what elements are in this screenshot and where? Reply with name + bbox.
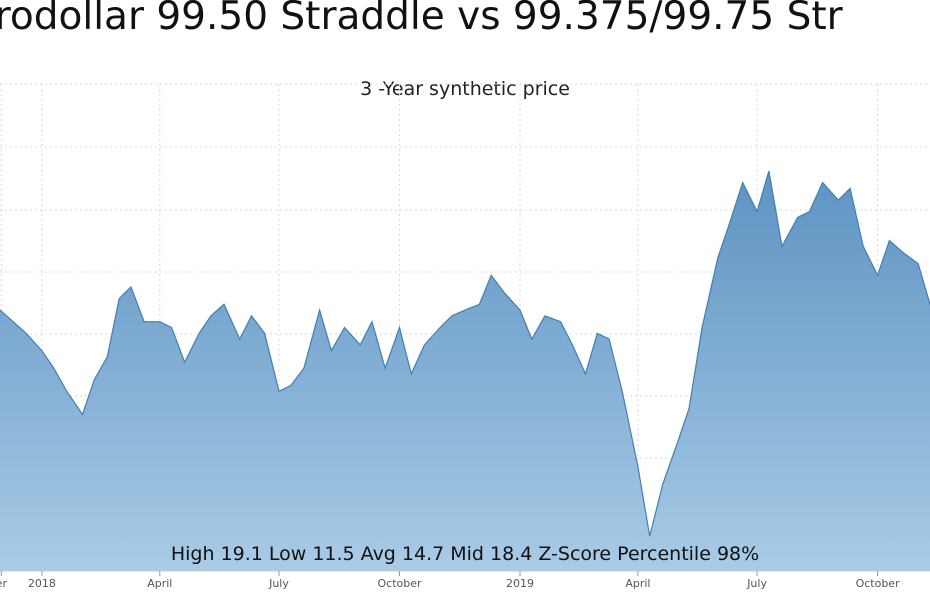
chart-title: urodollar 99.50 Straddle vs 99.375/99.75…: [0, 0, 843, 39]
chart-subtitle: 3 -Year synthetic price: [360, 78, 570, 100]
series-area: [0, 171, 930, 571]
x-axis-ticks: er 2018 April July October 2019 April July Octob…: [0, 571, 900, 590]
x-tick-label: October: [377, 577, 421, 590]
x-tick-label: April: [625, 577, 650, 590]
x-tick-label: er: [0, 577, 7, 590]
series-line: [0, 170, 930, 537]
x-tick-label: April: [147, 577, 172, 590]
stats-summary: High 19.1 Low 11.5 Avg 14.7 Mid 18.4 Z-S…: [170, 543, 760, 565]
x-tick-label: July: [746, 577, 767, 590]
x-tick-label: 2019: [506, 577, 534, 590]
x-tick-label: 2018: [28, 577, 56, 590]
x-tick-label: October: [856, 577, 900, 590]
x-tick-label: July: [268, 577, 289, 590]
